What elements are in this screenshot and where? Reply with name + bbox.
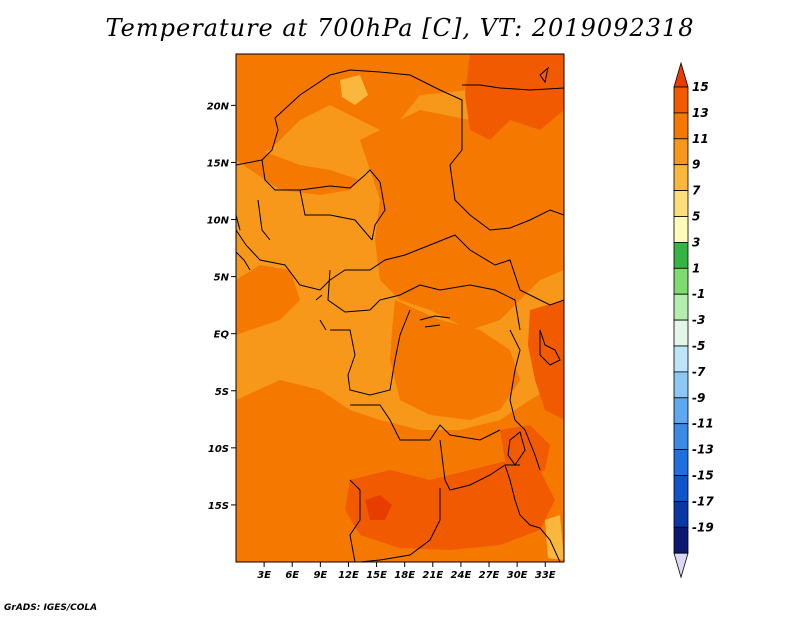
lon-tick-label: 33E	[535, 570, 556, 581]
field-band-11-13	[236, 54, 470, 160]
colorbar-swatch	[673, 164, 689, 191]
colorbar-swatch	[673, 371, 689, 399]
lon-tick-label: 21E	[422, 570, 443, 581]
lon-tick-label: 30E	[507, 570, 528, 581]
colorbar-swatch	[673, 293, 689, 321]
colorbar-swatch	[673, 319, 689, 347]
lon-tick-label: 15E	[366, 570, 387, 581]
colorbar-label: 13	[692, 106, 709, 120]
field-band-13-15	[345, 460, 555, 550]
colorbar: 15 13 11 9 7 5 3 1 -1 -3 -5 -7 -9 -11 -13 -15 -17 -19	[673, 61, 714, 579]
colorbar-swatch	[673, 112, 689, 140]
colorbar-top-arrow	[673, 61, 689, 88]
colorbar-swatch	[673, 449, 689, 476]
temperature-field	[236, 54, 564, 562]
colorbar-label: -3	[692, 313, 705, 327]
lon-tick-label: 18E	[394, 570, 415, 581]
colorbar-label: 1	[692, 261, 700, 275]
field-band-above-15	[365, 495, 392, 520]
colorbar-bottom-arrow	[673, 552, 689, 579]
lat-tick-label: EQ	[214, 330, 230, 341]
map-title: Temperature at 700hPa [C], VT: 201909231…	[105, 14, 695, 42]
colorbar-label: -7	[692, 365, 706, 379]
grads-credit: GrADS: IGES/COLA	[4, 603, 98, 613]
lat-tick-label: 5S	[215, 387, 229, 398]
lon-tick-label: 3E	[257, 570, 271, 581]
colorbar-swatch	[673, 345, 689, 373]
lat-tick-label: 10N	[207, 216, 230, 227]
colorbar-label: 3	[692, 235, 700, 249]
colorbar-swatch	[673, 475, 689, 502]
colorbar-swatch	[673, 86, 689, 114]
colorbar-label: -9	[692, 391, 705, 405]
field-band-11-13	[236, 265, 300, 335]
lat-tick-label: 20N	[207, 101, 230, 112]
colorbar-label: 5	[692, 210, 700, 224]
field-band-11-13	[236, 150, 360, 195]
colorbar-label: -11	[692, 417, 714, 431]
colorbar-swatch	[673, 241, 689, 269]
lon-tick-label: 9E	[313, 570, 327, 581]
longitude-axis: 3E 6E 9E 12E 15E 18E 21E 24E 27E 30E 33E	[257, 562, 556, 581]
lat-tick-label: 5N	[214, 273, 230, 284]
colorbar-swatch	[673, 397, 689, 425]
colorbar-label: 11	[692, 132, 709, 146]
colorbar-swatch	[673, 138, 689, 166]
colorbar-swatch	[673, 216, 689, 243]
country-boundaries	[236, 66, 564, 562]
colorbar-label: -13	[692, 443, 714, 457]
field-band-13-15	[528, 300, 564, 420]
colorbar-swatch	[673, 267, 689, 295]
lon-tick-label: 6E	[285, 570, 299, 581]
colorbar-label: -5	[692, 339, 705, 353]
colorbar-swatch	[673, 500, 689, 528]
lat-tick-label: 15S	[208, 501, 229, 512]
field-band-13-15	[500, 425, 550, 480]
colorbar-label: -17	[692, 494, 714, 508]
colorbar-label: 9	[692, 158, 700, 172]
field-band-11-13	[360, 100, 564, 330]
colorbar-swatch	[673, 423, 689, 451]
colorbar-label: -19	[692, 520, 714, 534]
lon-tick-label: 12E	[338, 570, 359, 581]
colorbar-label: -15	[692, 469, 714, 483]
lon-tick-label: 27E	[479, 570, 500, 581]
lat-tick-label: 10S	[208, 444, 229, 455]
field-band-7-9	[340, 75, 368, 105]
colorbar-swatch	[673, 190, 689, 217]
latitude-axis: 20N 15N 10N 5N EQ 5S 10S 15S	[207, 101, 236, 512]
colorbar-swatch	[673, 526, 689, 554]
lon-tick-label: 24E	[451, 570, 472, 581]
colorbar-label: -1	[692, 287, 705, 301]
field-band-7-9	[545, 515, 564, 560]
map-frame	[235, 53, 565, 563]
colorbar-label: 15	[692, 80, 709, 94]
field-band-11-13	[390, 300, 520, 420]
field-band-13-15	[465, 54, 564, 140]
lat-tick-label: 15N	[207, 158, 230, 169]
colorbar-label: 7	[692, 184, 701, 198]
